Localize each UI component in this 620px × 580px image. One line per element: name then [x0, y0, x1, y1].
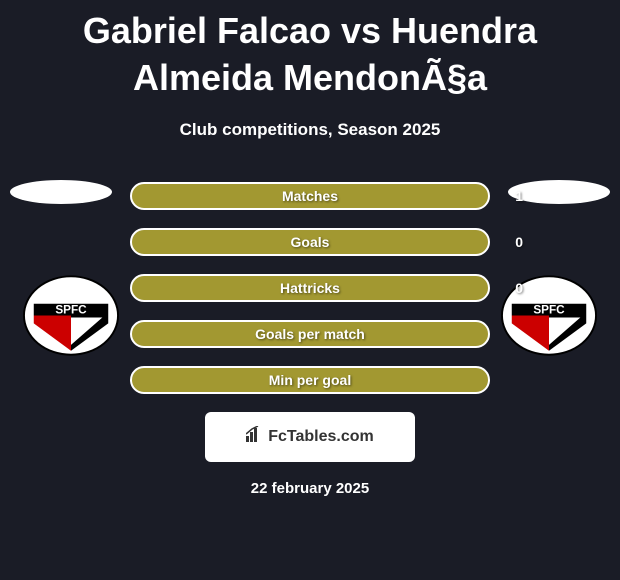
spfc-logo-icon: SPFC — [22, 274, 120, 358]
team-logo-left: SPFC — [20, 274, 122, 358]
stat-value-right: 1 — [515, 188, 523, 204]
stat-bar-min-per-goal: Min per goal — [130, 366, 490, 394]
comparison-title: Gabriel Falcao vs Huendra Almeida Mendon… — [0, 0, 620, 102]
footer-date: 22 february 2025 — [10, 480, 610, 497]
player-left-ellipse — [10, 180, 112, 204]
svg-text:SPFC: SPFC — [55, 303, 87, 316]
stat-bar-matches: Matches 1 — [130, 182, 490, 210]
team-logo-right: SPFC — [498, 274, 600, 358]
stat-bars-container: Matches 1 Goals 0 Hattricks 0 Goals per … — [130, 182, 490, 394]
stat-bar-goals: Goals 0 — [130, 228, 490, 256]
stat-label: Goals per match — [255, 326, 365, 342]
stat-value-right: 0 — [515, 234, 523, 250]
stat-bar-hattricks: Hattricks 0 — [130, 274, 490, 302]
chart-icon — [246, 426, 264, 447]
brand-footer-box: FcTables.com — [205, 412, 415, 462]
stat-label: Min per goal — [269, 372, 351, 388]
brand-label: FcTables.com — [268, 428, 374, 446]
stat-label: Matches — [282, 188, 338, 204]
stat-label: Goals — [291, 234, 330, 250]
comparison-subtitle: Club competitions, Season 2025 — [0, 120, 620, 140]
stat-label: Hattricks — [280, 280, 340, 296]
comparison-content: SPFC SPFC Matches 1 Goals 0 Hattricks 0 — [0, 182, 620, 497]
stat-value-right: 0 — [515, 280, 523, 296]
stat-bar-goals-per-match: Goals per match — [130, 320, 490, 348]
player-right-ellipse — [508, 180, 610, 204]
svg-text:SPFC: SPFC — [533, 303, 565, 316]
